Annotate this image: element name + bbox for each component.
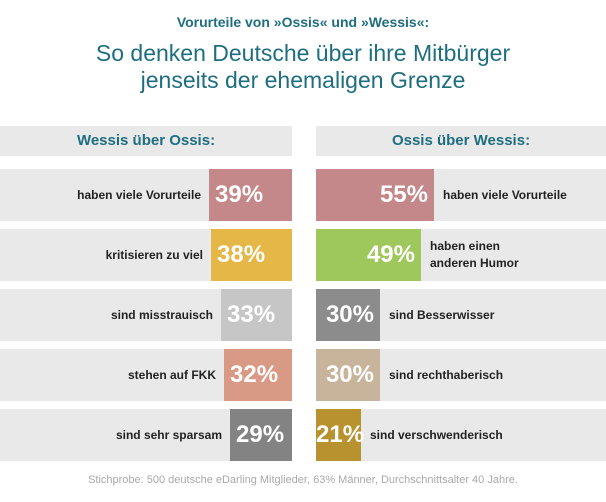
left-bar: 39%: [209, 169, 292, 221]
chart-subtitle: Vorurteile von »Ossis« und »Wessis«:: [176, 14, 430, 30]
bar-label-line: haben einen: [430, 239, 501, 253]
right-bar-label: haben einen anderen Humor: [430, 238, 603, 272]
left-bar: 33%: [221, 289, 292, 341]
left-bar: 38%: [211, 229, 292, 281]
right-bar-label: sind rechthaberisch: [389, 367, 603, 384]
bar-label-line: kritisieren zu viel: [105, 247, 203, 262]
chart-title: So denken Deutsche über ihre Mitbürger j…: [0, 40, 606, 94]
bar-label-line: sind verschwenderisch: [370, 427, 503, 442]
left-bar-label: sind misstrauisch: [0, 307, 213, 324]
right-bar: 30%: [316, 289, 380, 341]
left-bar-label: haben viele Vorurteile: [0, 187, 201, 204]
right-bar: 21%: [316, 409, 364, 461]
left-bar: 32%: [224, 349, 292, 401]
bar-label-line: stehen auf FKK: [127, 367, 216, 382]
chart-title-line-1: So denken Deutsche über ihre Mitbürger: [95, 40, 511, 66]
footnote: Stichprobe: 500 deutsche eDarling Mitgli…: [88, 474, 518, 486]
bar-label-line: haben viele Vorurteile: [443, 187, 567, 202]
left-bar-label: stehen auf FKK: [0, 367, 216, 384]
left-bar-label: kritisieren zu viel: [0, 247, 203, 264]
chart-title-line-2: jenseits der ehemaligen Grenze: [140, 67, 466, 93]
bar-label-line: sind Besserwisser: [389, 307, 495, 322]
left-bar: 29%: [230, 409, 292, 461]
bar-label-line: anderen Humor: [430, 256, 519, 270]
right-column-header: Ossis über Wessis:: [316, 126, 606, 156]
right-bar-label: sind Besserwisser: [389, 307, 603, 324]
right-bar-label: sind verschwenderisch: [370, 427, 603, 444]
bar-label-line: haben viele Vorurteile: [77, 187, 201, 202]
bar-label-line: sind sehr sparsam: [115, 427, 222, 442]
right-bar: 49%: [316, 229, 421, 281]
right-bar: 55%: [316, 169, 434, 221]
bar-label-line: sind rechthaberisch: [389, 367, 504, 382]
right-row-background: [316, 409, 606, 461]
right-bar-label: haben viele Vorurteile: [443, 187, 603, 204]
right-bar: 30%: [316, 349, 380, 401]
left-bar-label: sind sehr sparsam: [0, 427, 222, 444]
bar-label-line: sind misstrauisch: [110, 307, 213, 322]
left-column-header: Wessis über Ossis:: [0, 126, 292, 156]
